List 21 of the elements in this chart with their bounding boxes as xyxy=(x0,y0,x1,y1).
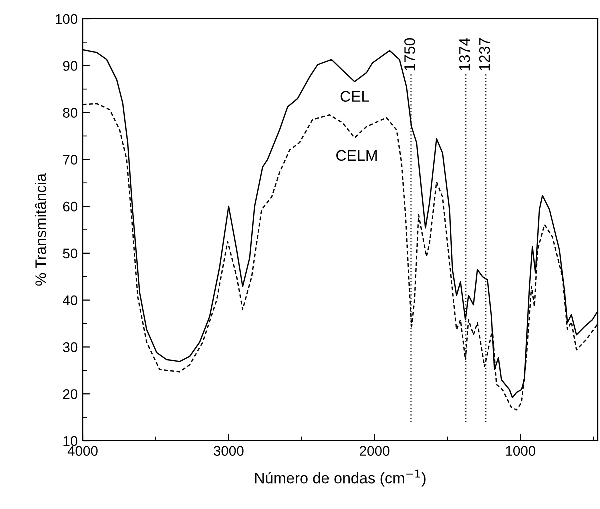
y-tick-label: 50 xyxy=(63,248,78,259)
series-label: CEL xyxy=(340,91,370,102)
x-tick-label: 4000 xyxy=(68,446,98,456)
ref-line-label: 1374 xyxy=(459,38,470,71)
y-tick-label: 60 xyxy=(63,202,78,212)
x-tick-label: 2000 xyxy=(360,446,390,456)
x-tick-label: 3000 xyxy=(214,446,244,456)
y-tick-label: 90 xyxy=(63,61,78,72)
x-axis-title: Número de ondas (cm$^{−1}$) xyxy=(255,470,426,487)
y-tick-label: 20 xyxy=(63,389,78,400)
ref-line-label: 1750 xyxy=(404,38,416,71)
y-tick-label: 100 xyxy=(56,14,78,24)
series-label: CELM xyxy=(336,150,377,162)
y-tick-label: 40 xyxy=(63,296,78,306)
ref-line-label: 1237 xyxy=(479,38,490,71)
x-tick-label: 1000 xyxy=(506,446,536,456)
y-axis-title: % Transmitância xyxy=(35,174,46,286)
y-tick-label: 10 xyxy=(64,436,78,446)
y-tick-label: 80 xyxy=(63,108,78,118)
y-tick-label: 30 xyxy=(63,342,78,352)
y-tick-label: 70 xyxy=(63,155,78,165)
